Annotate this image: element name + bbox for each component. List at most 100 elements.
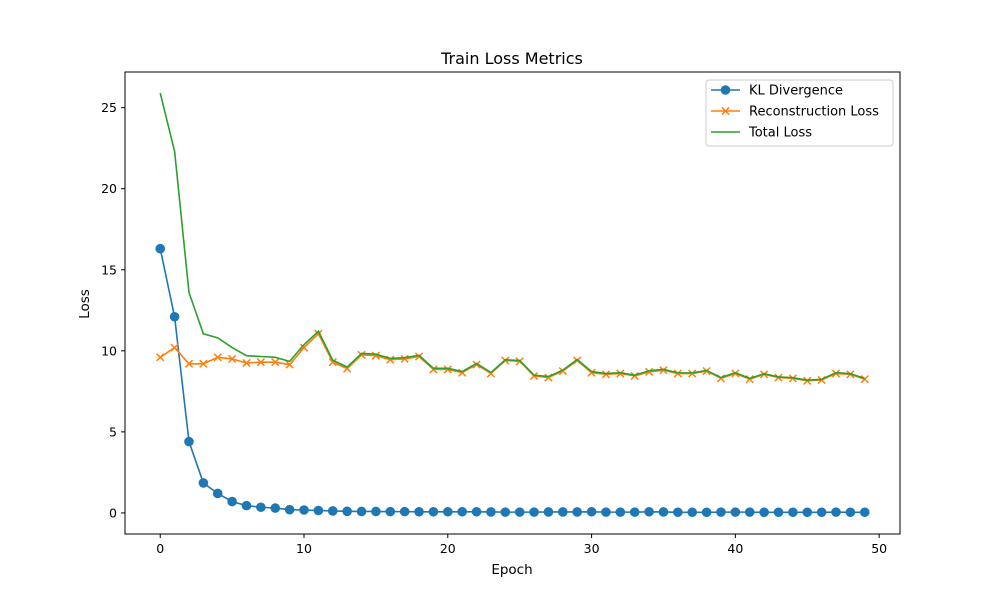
data-point: [472, 360, 481, 369]
series-total-loss: [159, 92, 866, 381]
data-point: [327, 506, 338, 516]
data-point: [788, 507, 798, 518]
x-tick-label: 0: [156, 541, 164, 556]
data-point: [543, 507, 554, 517]
data-point: [371, 351, 381, 360]
data-point: [716, 507, 726, 517]
data-point: [256, 502, 266, 513]
legend-entry: Total Loss: [711, 126, 812, 141]
data-point: [442, 506, 453, 517]
data-point: [328, 358, 337, 367]
data-point: [414, 506, 424, 517]
chart-title: Train Loss Metrics: [440, 49, 583, 68]
data-point: [601, 370, 611, 379]
data-point: [385, 506, 396, 517]
data-point: [730, 507, 741, 517]
data-point: [342, 506, 352, 517]
y-axis-label: Loss: [77, 289, 93, 319]
data-point: [629, 507, 640, 517]
data-point: [457, 506, 467, 517]
data-point: [284, 504, 295, 515]
y-tick-label: 20: [101, 181, 117, 196]
data-point: [673, 507, 683, 518]
data-point: [443, 365, 452, 374]
data-point: [313, 505, 324, 516]
data-point: [558, 507, 568, 517]
data-point: [644, 506, 654, 517]
data-point: [816, 507, 827, 518]
data-point: [644, 367, 654, 377]
data-point: [299, 505, 309, 515]
data-point: [471, 506, 482, 517]
plot-frame: [124, 71, 901, 535]
legend-entry: KL Divergence: [711, 84, 843, 99]
data-point: [184, 359, 194, 368]
legend-marker: [720, 85, 731, 95]
data-point: [701, 507, 712, 518]
y-tick-label: 10: [101, 343, 117, 358]
data-point: [184, 436, 194, 447]
series-line: [159, 248, 865, 514]
data-point: [859, 507, 870, 518]
data-point: [198, 478, 209, 488]
data-point: [802, 507, 813, 518]
axis-ticks: 0 10 20 30 40 50 0 5 10 15 20 25: [101, 100, 887, 556]
data-point: [242, 358, 251, 368]
data-point: [658, 507, 669, 517]
data-point: [256, 358, 266, 367]
series-kl-divergence: [155, 243, 870, 518]
data-point: [486, 507, 496, 517]
data-point: [529, 507, 539, 517]
legend-entry: Reconstruction Loss: [711, 105, 879, 120]
data-point: [687, 507, 698, 518]
x-tick-label: 50: [871, 541, 887, 556]
data-point: [155, 243, 166, 254]
data-point: [170, 343, 179, 352]
legend-marker: [721, 106, 730, 116]
data-point: [601, 507, 611, 517]
data-point: [744, 507, 755, 517]
y-tick-label: 5: [109, 424, 117, 439]
y-tick-label: 25: [101, 100, 117, 115]
data-point: [500, 507, 511, 517]
data-point: [299, 343, 309, 352]
data-point: [586, 506, 597, 517]
x-tick-label: 30: [584, 541, 600, 556]
series-line: [159, 92, 866, 381]
x-tick-label: 20: [440, 541, 456, 556]
data-point: [860, 375, 869, 384]
y-tick-label: 0: [109, 505, 117, 520]
data-point: [270, 503, 281, 513]
data-point: [414, 352, 424, 361]
data-point: [271, 358, 280, 367]
legend-label: KL Divergence: [749, 84, 843, 99]
x-tick-label: 10: [296, 541, 312, 556]
data-point: [212, 488, 223, 499]
data-point: [169, 311, 180, 322]
data-point: [759, 507, 769, 518]
data-point: [399, 506, 410, 517]
data-point: [285, 360, 294, 369]
data-point: [615, 507, 626, 517]
data-point: [199, 359, 208, 368]
legend-box: [705, 79, 894, 147]
data-point: [371, 506, 381, 517]
y-tick-label: 15: [101, 262, 117, 277]
data-point: [831, 507, 841, 517]
data-point: [845, 507, 856, 518]
x-axis-label: Epoch: [491, 562, 532, 578]
series-layer: [155, 92, 870, 518]
data-point: [428, 506, 439, 517]
data-point: [572, 507, 583, 517]
data-point: [156, 353, 165, 362]
x-tick-label: 40: [727, 541, 743, 556]
data-point: [241, 500, 252, 511]
data-point: [773, 507, 784, 518]
data-point: [227, 496, 237, 507]
legend-label: Total Loss: [748, 126, 812, 141]
data-point: [213, 353, 222, 362]
data-point: [514, 507, 525, 517]
data-point: [659, 366, 668, 375]
legend: KL Divergence Reconstruction Loss Total Lo…: [705, 79, 894, 147]
